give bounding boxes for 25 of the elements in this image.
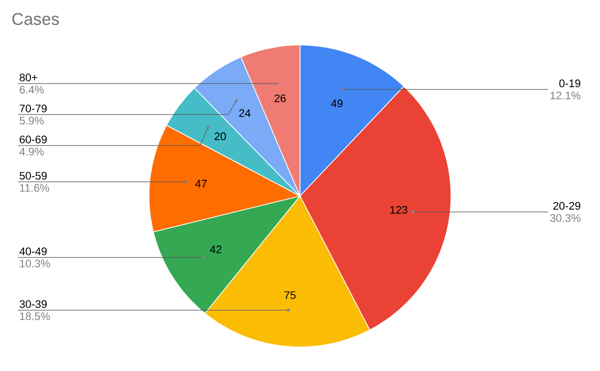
text: 11.6%	[20, 184, 50, 192]
text: 10.3%	[20, 260, 50, 268]
text: 5.9%	[20, 116, 44, 125]
text: 12.1%	[550, 92, 580, 100]
text: 4.9%	[19, 148, 44, 156]
slice-label: 20-29	[553, 202, 580, 210]
data-label: 47	[195, 180, 207, 188]
slice-label: 60-69	[20, 136, 47, 144]
slice-label: 80+	[20, 74, 38, 82]
data-label: 42	[210, 246, 222, 254]
text: 6.4%	[20, 86, 44, 94]
text: 18.5%	[20, 312, 50, 320]
data-label: 123	[390, 206, 408, 214]
slice-label: 50-59	[20, 172, 47, 180]
slice-label: 70-79	[20, 104, 47, 112]
slice-label: 30-39	[20, 300, 47, 308]
chart-title: Cases	[12, 13, 59, 25]
data-label: 49	[331, 100, 342, 108]
data-label: 75	[284, 291, 296, 299]
slice-label: 40-49	[19, 247, 47, 256]
data-label: 24	[239, 109, 250, 117]
slice-label: 0-19	[559, 79, 580, 88]
data-label: 26	[274, 94, 286, 102]
data-label: 20	[214, 132, 226, 140]
text: 30.3%	[550, 214, 580, 222]
